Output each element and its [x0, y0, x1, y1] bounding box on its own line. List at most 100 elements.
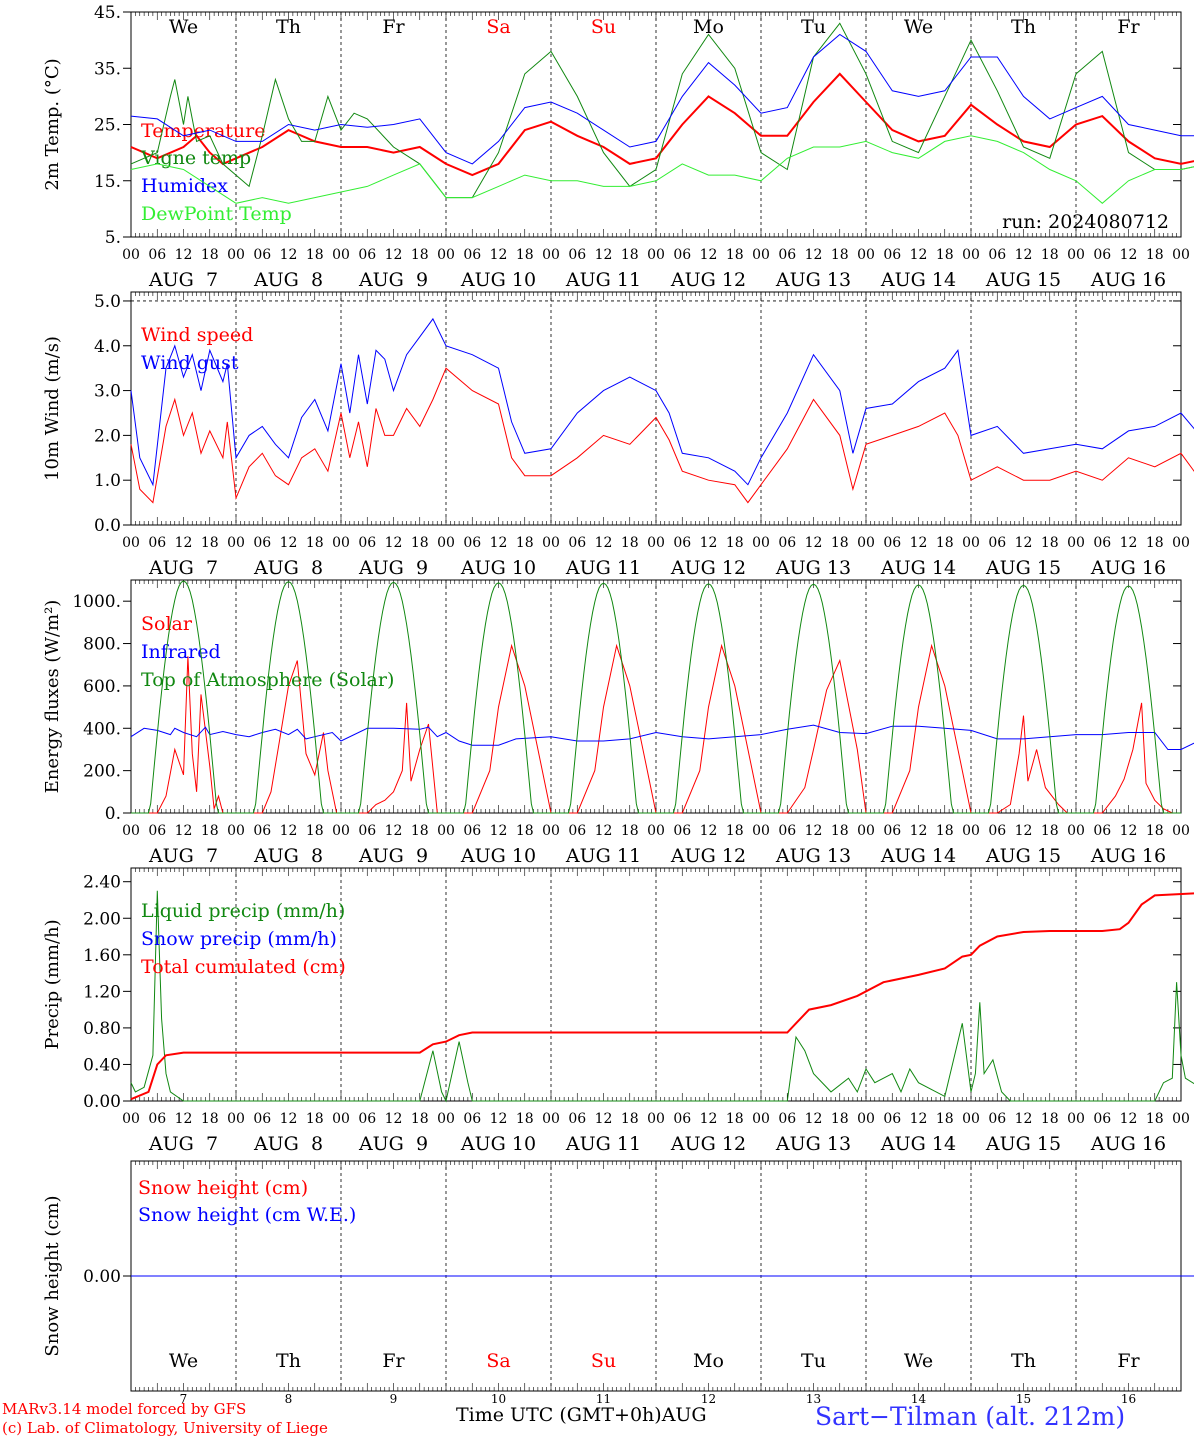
x-tick-label: 18 — [621, 823, 639, 839]
x-tick-label: 12 — [595, 247, 613, 263]
x-tick-label: 06 — [778, 823, 796, 839]
y-tick-label: 1.20 — [83, 982, 121, 1002]
legend-entry: Vigne temp — [140, 147, 251, 169]
day-label: AUG 14 — [880, 557, 956, 579]
x-tick-label: 12 — [1120, 1111, 1138, 1127]
x-tick-label: 18 — [831, 823, 849, 839]
day-label: AUG 10 — [460, 557, 536, 579]
x-tick-label: 00 — [857, 823, 875, 839]
x-tick-label: 06 — [463, 823, 481, 839]
y-tick-label: 15. — [94, 172, 121, 192]
x-tick-label: 18 — [936, 823, 954, 839]
x-tick-label: 00 — [542, 1111, 560, 1127]
x-tick-label: 12 — [910, 535, 928, 551]
x-tick-label: 18 — [1041, 823, 1059, 839]
x-tick-label: 12 — [1015, 823, 1033, 839]
day-label: AUG 12 — [670, 557, 746, 579]
x-tick-label: 18 — [1041, 1111, 1059, 1127]
x-tick-label: 12 — [385, 823, 403, 839]
panel-precip: 0.00 0.40 0.80 1.20 1.60 2.00 2.40 Precip (mm/h… — [42, 867, 1194, 1155]
weekday-label: Tu — [801, 1350, 826, 1372]
x-tick-label: 18 — [726, 535, 744, 551]
weekday-label: Sa — [486, 16, 510, 38]
x-tick-label: 12 — [490, 1111, 508, 1127]
day-label: AUG 16 — [1090, 269, 1166, 291]
legend-entry: Infrared — [141, 641, 221, 663]
weekday-label: We — [904, 16, 933, 38]
day-label: AUG 14 — [880, 269, 956, 291]
legend-entry: Humidex — [141, 175, 228, 197]
y-tick-label: 400. — [83, 719, 121, 739]
x-tick-label: 00 — [1172, 1111, 1190, 1127]
day-label: AUG 11 — [565, 1133, 641, 1155]
day-number-label: 13 — [806, 1392, 821, 1406]
y-tick-label: 0.40 — [83, 1055, 121, 1075]
x-tick-label: 18 — [1146, 535, 1164, 551]
x-tick-label: 00 — [227, 535, 245, 551]
x-tick-label: 12 — [175, 535, 193, 551]
series-line-top-of-atmosphere-solar- — [131, 580, 1181, 814]
y-axis-label: Snow height (cm) — [42, 1195, 63, 1356]
day-label: AUG 12 — [670, 1133, 746, 1155]
day-label: AUG 7 — [148, 269, 218, 291]
weekday-label: Su — [591, 16, 616, 38]
lab-credit: (c) Lab. of Climatology, University of L… — [2, 1419, 328, 1437]
day-label: AUG 13 — [775, 845, 851, 867]
y-tick-label: 1000. — [72, 592, 121, 612]
y-tick-label: 0.80 — [83, 1019, 121, 1039]
y-tick-label: 1.0 — [94, 471, 121, 491]
legend-entry: Liquid precip (mm/h) — [141, 900, 345, 922]
y-tick-label: 35. — [94, 59, 121, 79]
x-tick-label: 06 — [1093, 247, 1111, 263]
x-tick-label: 12 — [385, 1111, 403, 1127]
weekday-label: Th — [1011, 16, 1036, 38]
day-label: AUG 7 — [148, 1133, 218, 1155]
x-tick-label: 12 — [700, 1111, 718, 1127]
x-tick-label: 06 — [673, 535, 691, 551]
day-label: AUG 11 — [565, 845, 641, 867]
day-label: AUG 9 — [358, 557, 428, 579]
x-tick-label: 00 — [962, 247, 980, 263]
x-tick-label: 12 — [280, 1111, 298, 1127]
y-axis-label: Energy fluxes (W/m²) — [42, 600, 63, 794]
x-tick-label: 06 — [988, 823, 1006, 839]
x-tick-label: 00 — [437, 247, 455, 263]
x-tick-label: 06 — [568, 535, 586, 551]
x-tick-label: 00 — [437, 535, 455, 551]
x-tick-label: 00 — [962, 823, 980, 839]
x-tick-label: 18 — [936, 1111, 954, 1127]
x-tick-label: 12 — [805, 1111, 823, 1127]
x-tick-label: 00 — [752, 535, 770, 551]
y-tick-label: 2.00 — [83, 909, 121, 929]
day-label: AUG 16 — [1090, 1133, 1166, 1155]
legend-entry: Top of Atmosphere (Solar) — [141, 669, 394, 691]
legend-entry: Total cumulated (cm) — [141, 956, 346, 978]
day-label: AUG 11 — [565, 269, 641, 291]
x-tick-label: 06 — [568, 1111, 586, 1127]
station-name: Sart−Tilman (alt. 212m) — [815, 1402, 1126, 1431]
x-tick-label: 00 — [437, 1111, 455, 1127]
weekday-label: Sa — [486, 1350, 510, 1372]
x-tick-label: 18 — [306, 247, 324, 263]
x-tick-label: 06 — [463, 1111, 481, 1127]
y-tick-label: 0.00 — [83, 1092, 121, 1112]
x-tick-label: 00 — [227, 247, 245, 263]
y-tick-label: 45. — [94, 3, 121, 23]
day-number-label: 7 — [180, 1392, 188, 1406]
legend-entry: Solar — [141, 613, 193, 635]
weekday-label: Fr — [1117, 16, 1140, 38]
weekday-label: Fr — [382, 1350, 405, 1372]
x-tick-label: 00 — [542, 247, 560, 263]
y-tick-label: 200. — [83, 762, 121, 782]
x-tick-label: 06 — [778, 1111, 796, 1127]
day-label: AUG 8 — [253, 269, 323, 291]
legend-entry: Snow height (cm W.E.) — [138, 1204, 356, 1226]
x-tick-label: 12 — [805, 535, 823, 551]
x-tick-label: 12 — [1015, 535, 1033, 551]
x-tick-label: 12 — [490, 535, 508, 551]
x-tick-label: 06 — [1093, 823, 1111, 839]
y-tick-label: 600. — [83, 677, 121, 697]
day-label: AUG 15 — [985, 557, 1061, 579]
x-tick-label: 06 — [1093, 535, 1111, 551]
x-tick-label: 00 — [1172, 823, 1190, 839]
